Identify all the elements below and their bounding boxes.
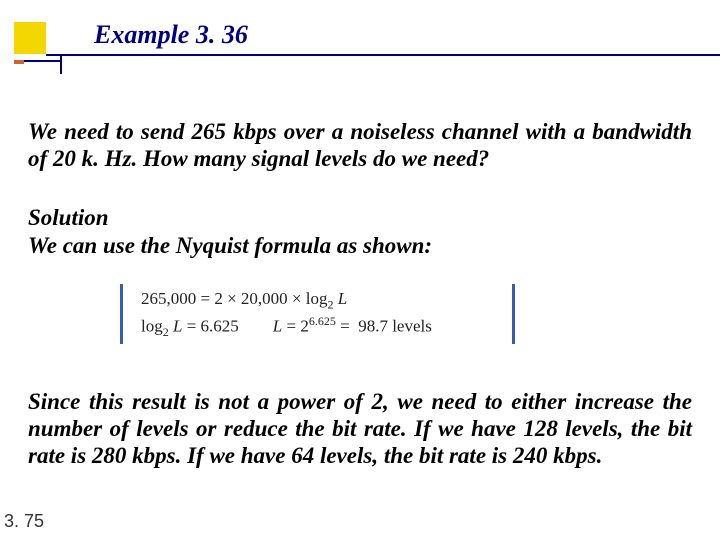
formula-line-1: 265,000 = 2 × 20,000 × log2 L [141, 288, 494, 313]
title-rule [46, 54, 720, 56]
accent-square [14, 22, 46, 54]
formula-panel: 265,000 = 2 × 20,000 × log2 L log2 L = 6… [120, 284, 515, 344]
solution-label: Solution [28, 204, 692, 231]
title-tick-horizontal [22, 60, 62, 62]
slide-title: Example 3. 36 [94, 20, 248, 50]
conclusion-text: Since this result is not a power of 2, w… [28, 388, 692, 469]
accent-dash [14, 60, 24, 64]
formula-content: 265,000 = 2 × 20,000 × log2 L log2 L = 6… [123, 284, 512, 344]
solution-intro: We can use the Nyquist formula as shown: [28, 232, 692, 259]
slide-header: Example 3. 36 [0, 0, 720, 66]
problem-statement: We need to send 265 kbps over a noiseles… [28, 118, 692, 172]
formula-line-2: log2 L = 6.625 L = 26.625 = 98.7 levels [141, 313, 494, 340]
page-number: 3. 75 [4, 511, 44, 532]
title-tick-vertical [60, 54, 62, 74]
